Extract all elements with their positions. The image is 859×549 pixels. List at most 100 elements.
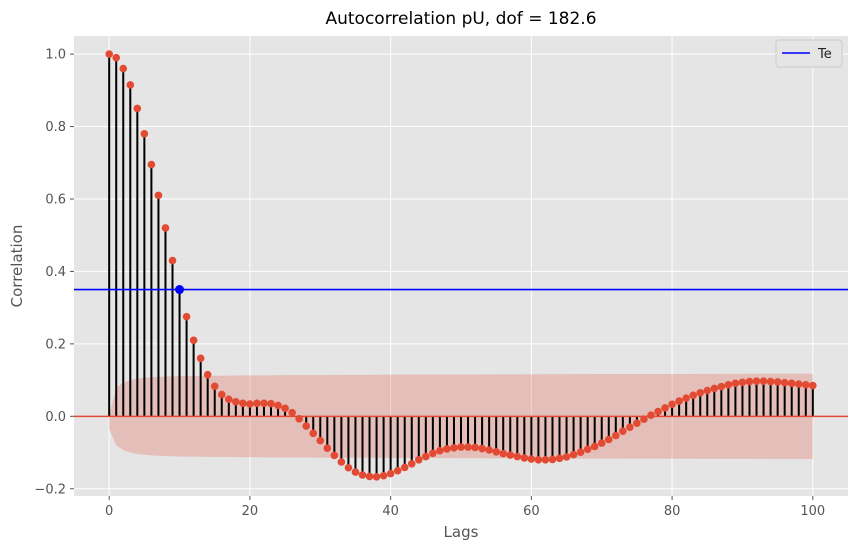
acf-point [147,160,156,169]
y-tick-label: −0.2 [34,482,66,497]
acf-point [731,379,740,388]
acf-point [154,191,163,200]
acf-point [794,380,803,388]
acf-point [358,471,367,479]
acf-point [809,381,817,390]
acf-point [422,452,430,461]
acf-point [140,129,149,138]
acf-point [246,400,254,408]
acf-point [168,256,177,265]
acf-point [682,394,690,403]
acf-point [351,468,360,476]
acf-point [562,453,571,461]
acf-point [443,445,451,453]
acf-point [126,81,135,89]
acf-point [189,336,198,345]
acf-point [654,407,662,416]
acf-point [738,378,747,387]
acf-point [379,471,388,480]
x-tick-label: 20 [242,504,259,519]
acf-point [583,445,592,454]
acf-point [499,449,508,458]
acf-point [619,427,627,435]
chart-title: Autocorrelation pU, dof = 182.6 [325,9,596,29]
acf-point [710,384,719,393]
acf-point [288,408,296,417]
acf-point [182,312,191,321]
acf-point [414,455,423,464]
acf-point [429,449,437,458]
acf-point [640,415,648,424]
acf-point [260,399,268,408]
acf-point [196,354,205,363]
acf-point [372,473,381,481]
acf-point [506,451,515,459]
x-tick-label: 80 [664,504,681,519]
acf-point [105,50,113,58]
acf-point [668,400,676,409]
acf-point [267,399,275,408]
acf-point [633,419,641,427]
acf-point [513,452,522,461]
threshold-crossing-point [175,285,185,295]
acf-point [393,466,402,475]
acf-point [225,395,233,404]
acf-point [555,454,564,463]
acf-point [239,399,247,408]
acf-point [696,388,705,397]
acf-point [548,455,557,464]
acf-point [119,64,128,73]
acf-point [337,458,346,466]
acf-point [766,377,775,386]
x-tick-label: 0 [105,504,113,519]
y-tick-label: 0.4 [45,265,66,280]
acf-point [217,390,226,399]
acf-point [450,444,458,452]
x-tick-label: 40 [382,504,399,519]
acf-point [661,404,669,412]
legend-label-te: Te [817,47,832,62]
acf-point [787,379,796,388]
acf-point [675,397,683,405]
marker-layer [105,50,817,481]
acf-point [745,377,754,386]
y-tick-label: 1.0 [45,48,66,63]
x-axis-label: Lags [444,523,479,541]
acf-point [210,382,219,391]
acf-point [724,381,733,389]
acf-point [590,442,599,451]
acf-point [647,411,655,420]
acf-point [569,450,578,459]
acf-point [344,463,353,472]
acf-point [407,459,416,468]
stem-layer [108,54,814,477]
y-tick-label: 0.2 [45,337,66,352]
acf-point [612,431,620,440]
acf-point [541,455,550,464]
acf-point [281,404,289,413]
acf-point [274,401,282,410]
x-tick-label: 60 [523,504,540,519]
tick-layer: 0 20 40 60 80 100 −0.2 0.0 0.2 0.4 0.6 0.8 1.0 [34,48,825,519]
y-tick-label: 0.0 [45,410,66,425]
acf-point [703,386,712,395]
acf-point [309,429,318,438]
y-axis-label: Correlation [8,225,26,308]
y-tick-label: 0.6 [45,192,66,207]
acf-point [457,443,465,451]
acf-point [492,448,500,456]
acf-point [464,443,472,451]
acf-point [626,423,634,431]
acf-point [112,53,121,62]
acf-point [527,455,536,463]
acf-point [604,435,613,444]
x-tick-label: 100 [800,504,825,519]
acf-point [302,422,311,430]
acf-point [232,398,240,406]
acf-point [534,455,543,464]
acf-point [773,378,782,386]
acf-point [203,370,212,379]
acf-point [330,451,339,460]
acf-point [478,444,486,453]
